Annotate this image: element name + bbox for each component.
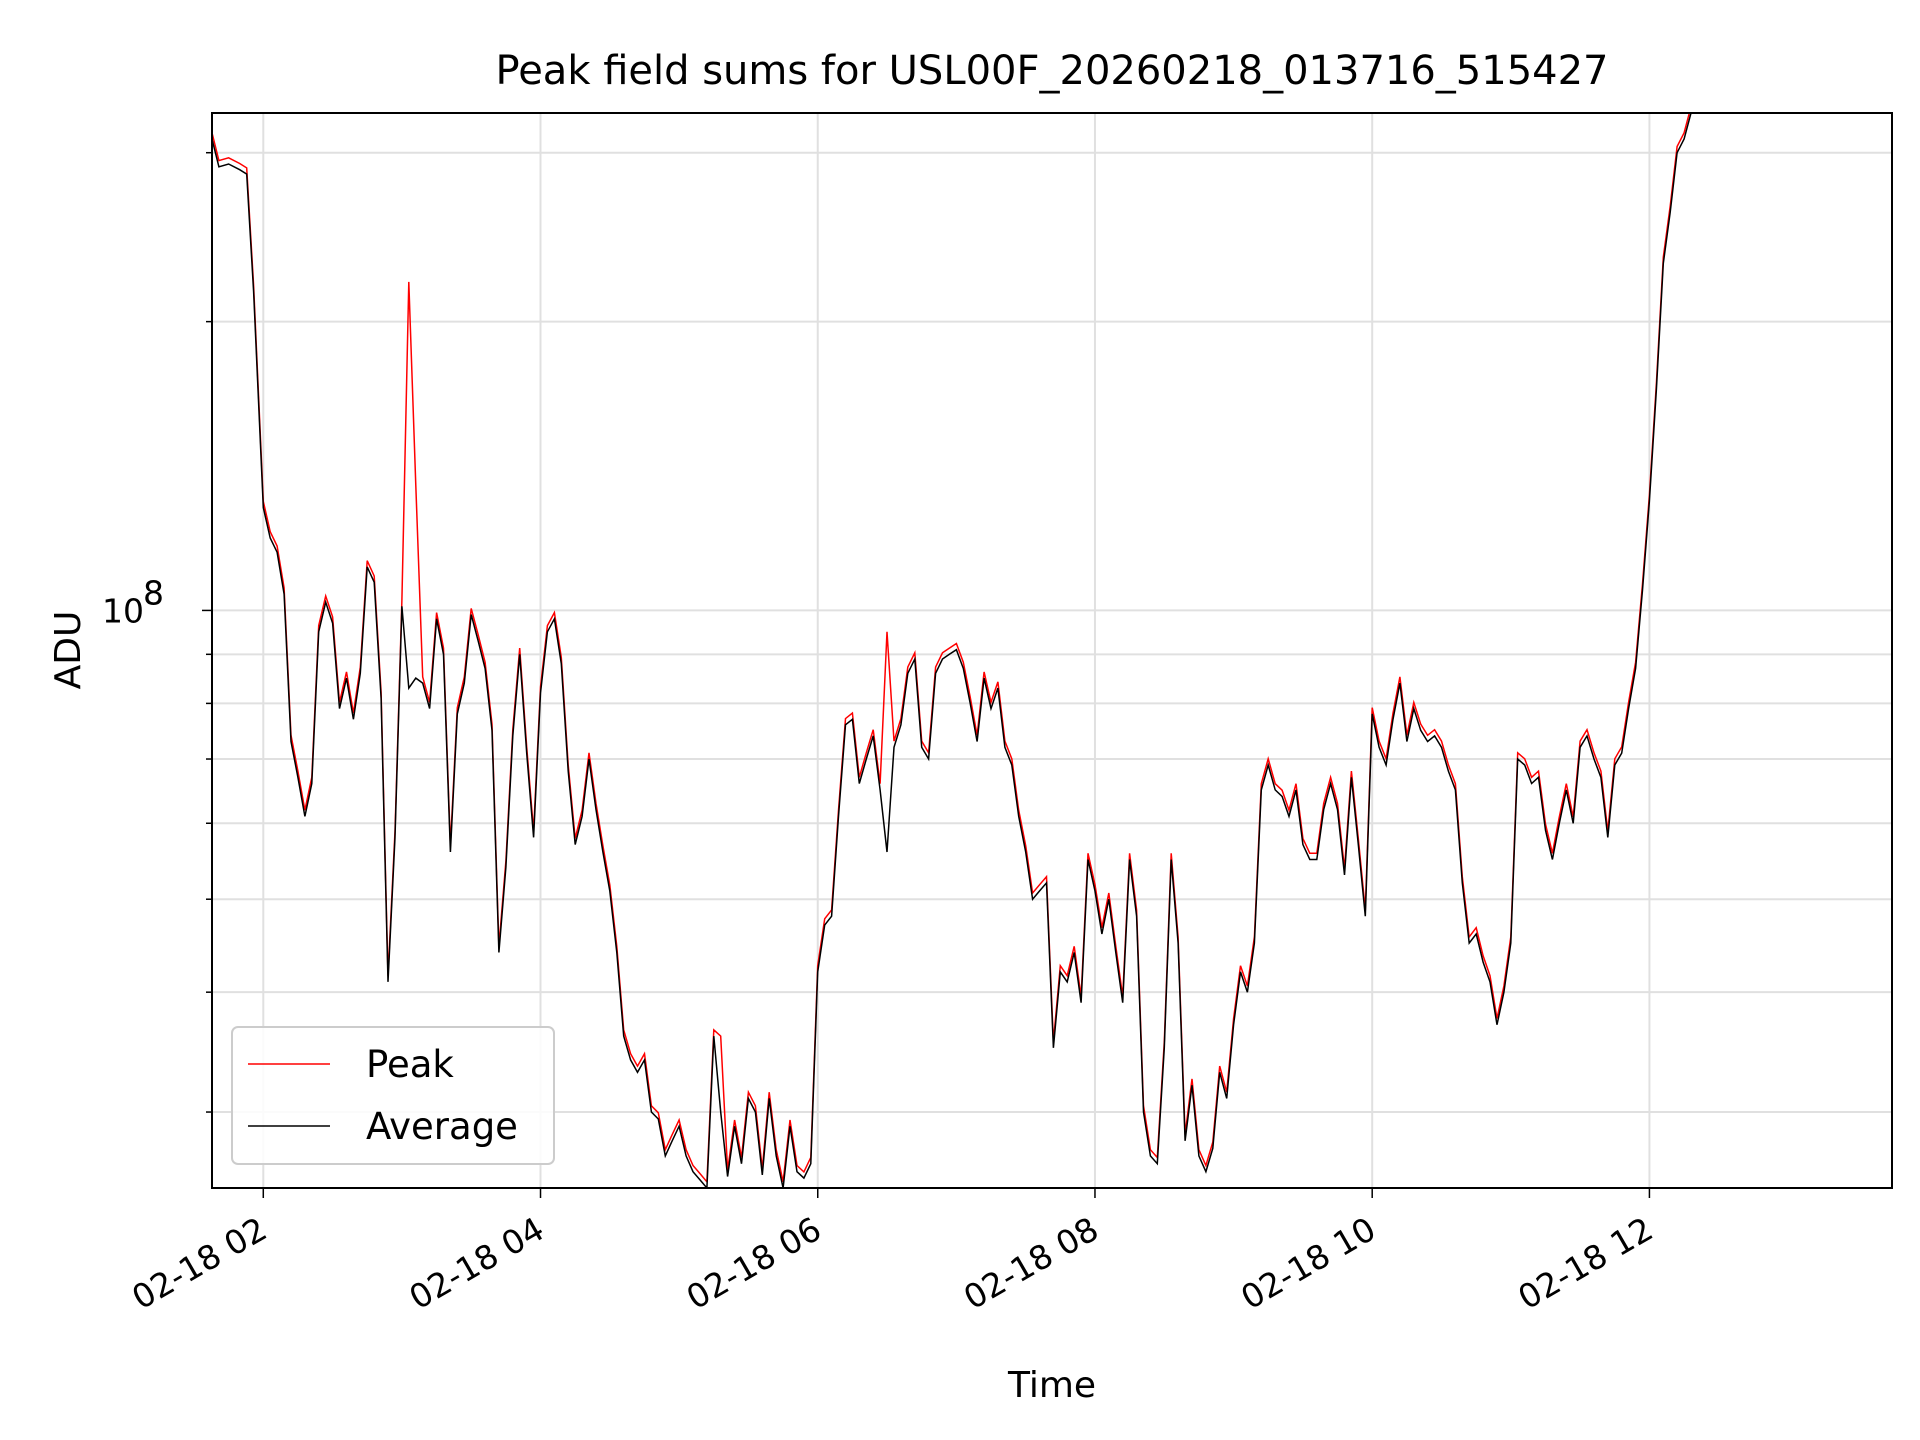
legend-average-label: Average (366, 1105, 518, 1148)
y-tick-label-exponent: 8 (143, 573, 164, 612)
grid-lines (212, 113, 1892, 1188)
legend: Peak Average (231, 1026, 555, 1165)
chart-title: Peak field sums for USL00F_20260218_0137… (496, 48, 1609, 94)
x-axis-label: Time (1007, 1365, 1096, 1406)
y-axis-label: ADU (48, 611, 89, 690)
series-average-line (212, 113, 1698, 1188)
legend-box (231, 1026, 555, 1165)
y-axis: 10 8 (102, 151, 212, 1113)
y-tick-label: 10 (102, 591, 144, 630)
series-group (212, 113, 1698, 1188)
legend-peak-label: Peak (366, 1043, 454, 1086)
plot-frame (211, 112, 1893, 1189)
